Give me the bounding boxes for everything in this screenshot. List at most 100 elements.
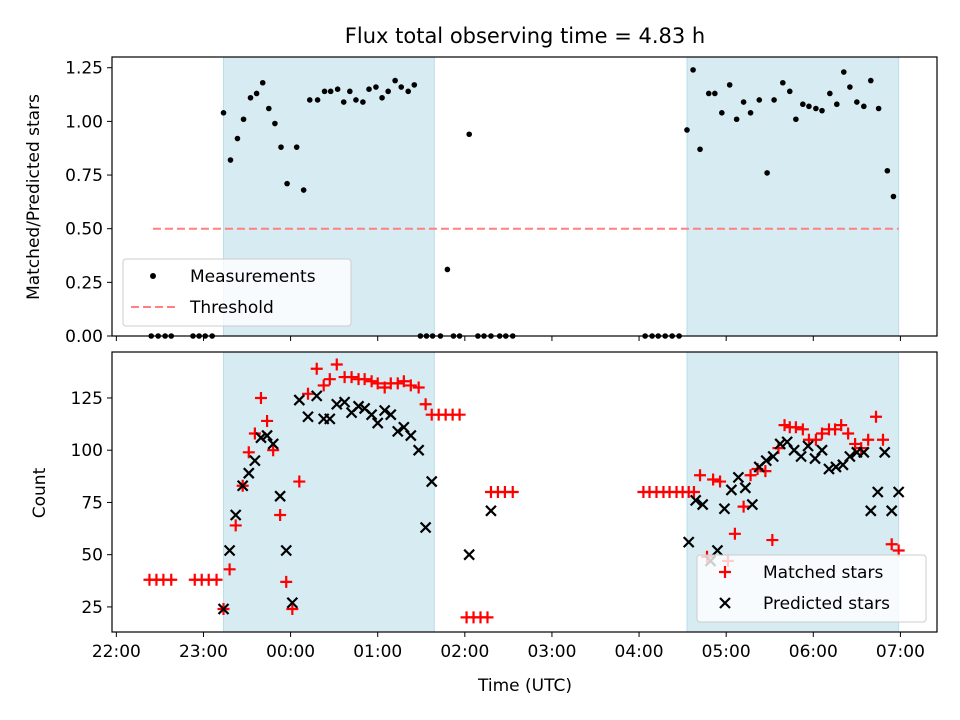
measurement-point [793,116,799,123]
matched-stars-point [165,573,178,586]
matched-stars-point [280,575,293,588]
measurement-point [411,82,418,88]
matched-stars-point [286,603,299,616]
matched-stars-point [248,427,261,440]
measurement-point [690,67,696,73]
matched-stars-point [404,379,417,392]
x-tick-label: 07:00 [876,642,925,662]
measurement-point [340,99,347,105]
predicted-stars-point [223,544,236,557]
bottom-y-tick-label: 25 [81,598,103,618]
measurement-point [314,97,321,103]
matched-stars-point [707,473,720,486]
measurement-point [293,144,300,150]
predicted-stars-point [844,450,856,463]
bottom-y-tick-label: 125 [71,389,103,409]
matched-stars-point [267,444,280,457]
matched-stars-point [229,519,242,532]
matched-stars-point [687,486,700,498]
matched-stars-point [365,375,378,388]
bottom-shaded-range-0 [223,351,435,633]
measurement-point [306,97,313,103]
legend-predicted-label: Predicted stars [763,594,890,614]
top-legend-box [122,258,352,327]
x-tick-label: 02:00 [440,642,489,662]
predicted-stars-point [711,544,724,557]
matched-stars-point [345,371,358,384]
predicted-stars-point [871,486,884,498]
measurement-point [327,88,334,95]
legend-measurements-marker [150,273,156,279]
matched-stars-point [766,534,779,547]
measurement-point [764,170,770,176]
predicted-stars-point [795,450,807,463]
matched-stars-point [210,573,223,586]
predicted-stars-point [217,603,230,615]
measurement-point [813,105,819,112]
matched-stars-point [816,427,829,440]
top-y-tick-label: 0.50 [65,220,103,240]
matched-stars-point [728,527,741,540]
predicted-stars-point [236,479,249,492]
x-tick-label: 01:00 [353,642,402,662]
measurement-point [379,94,385,101]
top-axes-frame [111,56,938,337]
measurement-point [405,88,411,95]
predicted-stars-point [485,505,497,517]
top-panel: 0.00 0.25 0.50 0.75 1.00 1.25 [65,56,938,347]
measurement-point [234,135,241,142]
matched-stars-point [274,508,287,521]
predicted-stars-point [689,494,702,507]
x-tick-label: 23:00 [179,642,228,662]
predicted-stars-point [310,390,323,402]
measurement-point [278,144,284,150]
predicted-stars-point [682,536,695,548]
matched-stars-point [223,563,236,576]
bottom-y-tick-label: 75 [81,493,103,513]
predicted-stars-point [696,498,709,511]
legend-matched-marker [719,566,731,578]
predicted-stars-point [732,471,745,484]
matched-stars-point [323,373,336,386]
measurement-point [227,157,234,163]
matched-stars-point [412,381,425,394]
chart-title: Flux total observing time = 4.83 h [345,24,705,48]
legend-matched-label: Matched stars [763,563,883,583]
top-y-tick-label: 0.25 [65,273,103,293]
measurement-point [875,105,882,112]
measurement-point [284,180,290,187]
predicted-stars-point [229,509,242,521]
matched-stars-point [737,500,750,513]
x-axis-label: Time (UTC) [477,676,572,696]
measurement-point [220,110,227,116]
measurement-point [861,103,867,110]
bottom-axes-frame [111,351,938,633]
matched-stars-point [317,379,330,392]
matched-stars-point [862,433,875,446]
top-y-axis-label: Matched/Predicted stars [24,94,44,300]
matched-stars-point [254,391,267,404]
x-tick-label: 00:00 [266,642,315,662]
x-tick-label: 03:00 [527,642,576,662]
measurement-point [272,120,278,127]
matched-stars-point [358,373,371,386]
matched-stars-point [796,423,809,436]
predicted-stars-point [739,482,752,494]
matched-stars-point [330,358,343,371]
measurement-point [684,127,690,133]
predicted-stars-point [293,394,306,406]
matched-stars-point [885,538,898,551]
top-y-tick-label: 0.00 [65,327,103,347]
matched-stars-point [714,475,727,488]
matched-stars-point [778,419,791,432]
predicted-stars-point [242,467,255,479]
top-legend: Measurements Threshold [122,258,352,327]
measurement-point [705,90,712,97]
matched-stars-point [378,381,391,394]
predicted-stars-point [280,544,293,557]
predicted-stars-point [830,461,842,473]
measurement-point [747,110,754,116]
predicted-stars-point [302,410,314,423]
legend-predicted-marker [719,597,731,609]
matched-stars-point [310,362,323,375]
